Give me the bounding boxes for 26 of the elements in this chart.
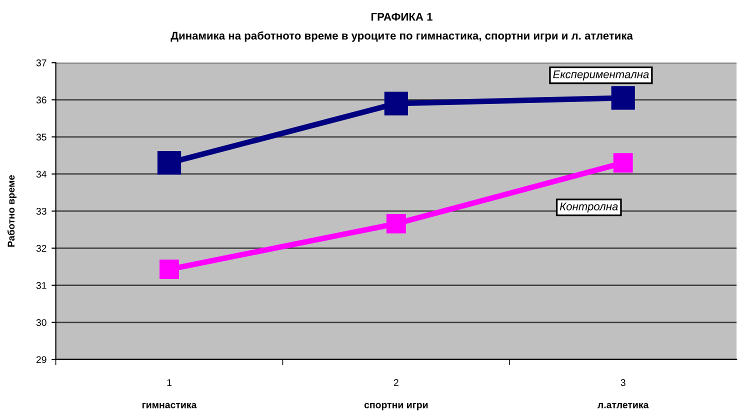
y-tick-label: 29	[36, 356, 46, 364]
x-tick-label: 3	[620, 379, 626, 386]
chart-subtitle: Динамика на работното време в уроците по гимнастика, спортни игри и л. атлетика	[170, 31, 633, 42]
point	[384, 92, 408, 116]
y-tick-label: 35	[36, 134, 46, 141]
y-tick-label: 30	[36, 319, 46, 326]
x-tick-label: 1	[167, 379, 172, 386]
y-tick-label: 34	[36, 170, 46, 178]
point	[160, 260, 179, 280]
y-tick-label: 36	[36, 96, 46, 104]
y-tick-label: 32	[36, 244, 46, 252]
text: л.атлетика	[598, 402, 649, 408]
series-label: Контролна	[560, 202, 618, 213]
y-tick-label: 33	[36, 208, 46, 215]
point	[157, 151, 182, 175]
chart-title: ГРАФИКА 1	[371, 12, 432, 21]
y-tick-label: 37	[36, 59, 46, 66]
series-label: Експериментална	[553, 70, 649, 80]
text: спортни игри	[364, 402, 428, 410]
point	[613, 153, 633, 173]
point	[611, 86, 635, 110]
y-tick-label: 31	[36, 282, 46, 289]
y-axis-title: Работно време	[7, 175, 17, 247]
x-tick-label: 2	[394, 379, 398, 386]
point	[386, 214, 406, 234]
text: гимнастика	[142, 402, 197, 408]
